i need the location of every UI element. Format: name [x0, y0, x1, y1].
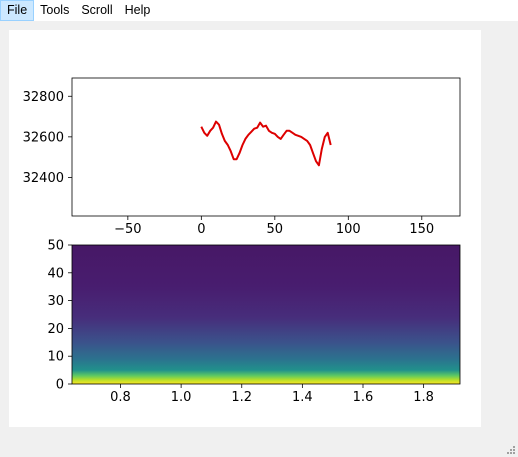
line-chart-ytick-label: 32800	[23, 90, 64, 105]
line-chart-xtick-label: 50	[267, 222, 284, 237]
menu-file[interactable]: File	[0, 0, 35, 21]
spectrogram-ytick-label: 30	[47, 294, 64, 309]
menu-bar: File Tools Scroll Help	[0, 0, 518, 21]
spectrogram-ytick-label: 50	[47, 239, 64, 254]
spectrogram-xtick-label: 1.2	[231, 390, 252, 405]
line-series-0	[200, 120, 332, 167]
spectrogram-ytick-label: 0	[56, 378, 64, 393]
line-chart-xtick-label: 150	[409, 222, 434, 237]
line-chart-xtick-label: 100	[336, 222, 361, 237]
line-chart-plot-area	[72, 78, 460, 216]
resize-grip-icon[interactable]	[504, 443, 516, 455]
line-chart-frame	[71, 77, 461, 217]
spectrogram-xtick-label: 0.8	[110, 390, 131, 405]
menu-help[interactable]: Help	[124, 3, 151, 17]
figure-canvas[interactable]: −50 0 50 100 150 32400 32600 32800 0.8 1.0 1.2 1.4…	[9, 30, 481, 427]
spectrogram-ytick-label: 40	[47, 266, 64, 281]
spectrogram-image	[72, 245, 460, 384]
menu-tools[interactable]: Tools	[40, 3, 70, 17]
spectrogram-ytick-label: 20	[47, 322, 64, 337]
spectrogram-axes: 0.8 1.0 1.2 1.4 1.6 1.8 0 10 20 30 40 50	[47, 239, 461, 405]
spectrogram-frame	[71, 244, 461, 385]
menu-scroll[interactable]: Scroll	[81, 3, 113, 17]
line-chart-xtick-label: 0	[197, 222, 205, 237]
line-chart-ytick-label: 32600	[23, 130, 64, 145]
spectrogram-xtick-label: 1.0	[171, 390, 192, 405]
line-chart-axes: −50 0 50 100 150 32400 32600 32800	[23, 77, 461, 237]
spectrogram-xtick-label: 1.8	[413, 390, 434, 405]
spectrogram-ytick-label: 10	[47, 350, 64, 365]
line-chart-ytick-label: 32400	[23, 171, 64, 186]
line-chart-xtick-label: −50	[114, 222, 141, 237]
spectrogram-xtick-label: 1.6	[353, 390, 374, 405]
spectrogram-xtick-label: 1.4	[292, 390, 313, 405]
